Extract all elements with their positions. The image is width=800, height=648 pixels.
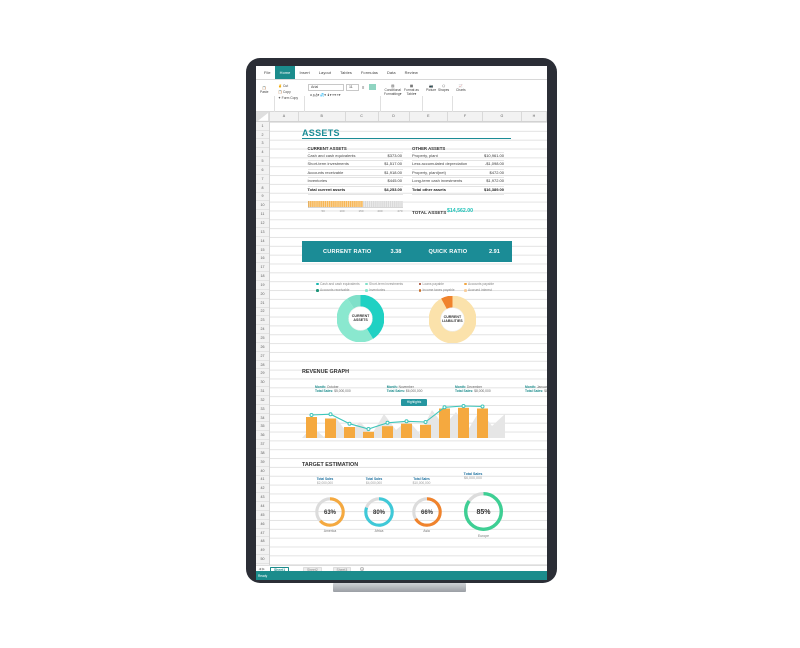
svg-text:85%: 85% bbox=[476, 509, 491, 516]
svg-text:63%: 63% bbox=[324, 510, 337, 516]
svg-text:80%: 80% bbox=[373, 510, 386, 516]
svg-text:66%: 66% bbox=[420, 510, 433, 516]
